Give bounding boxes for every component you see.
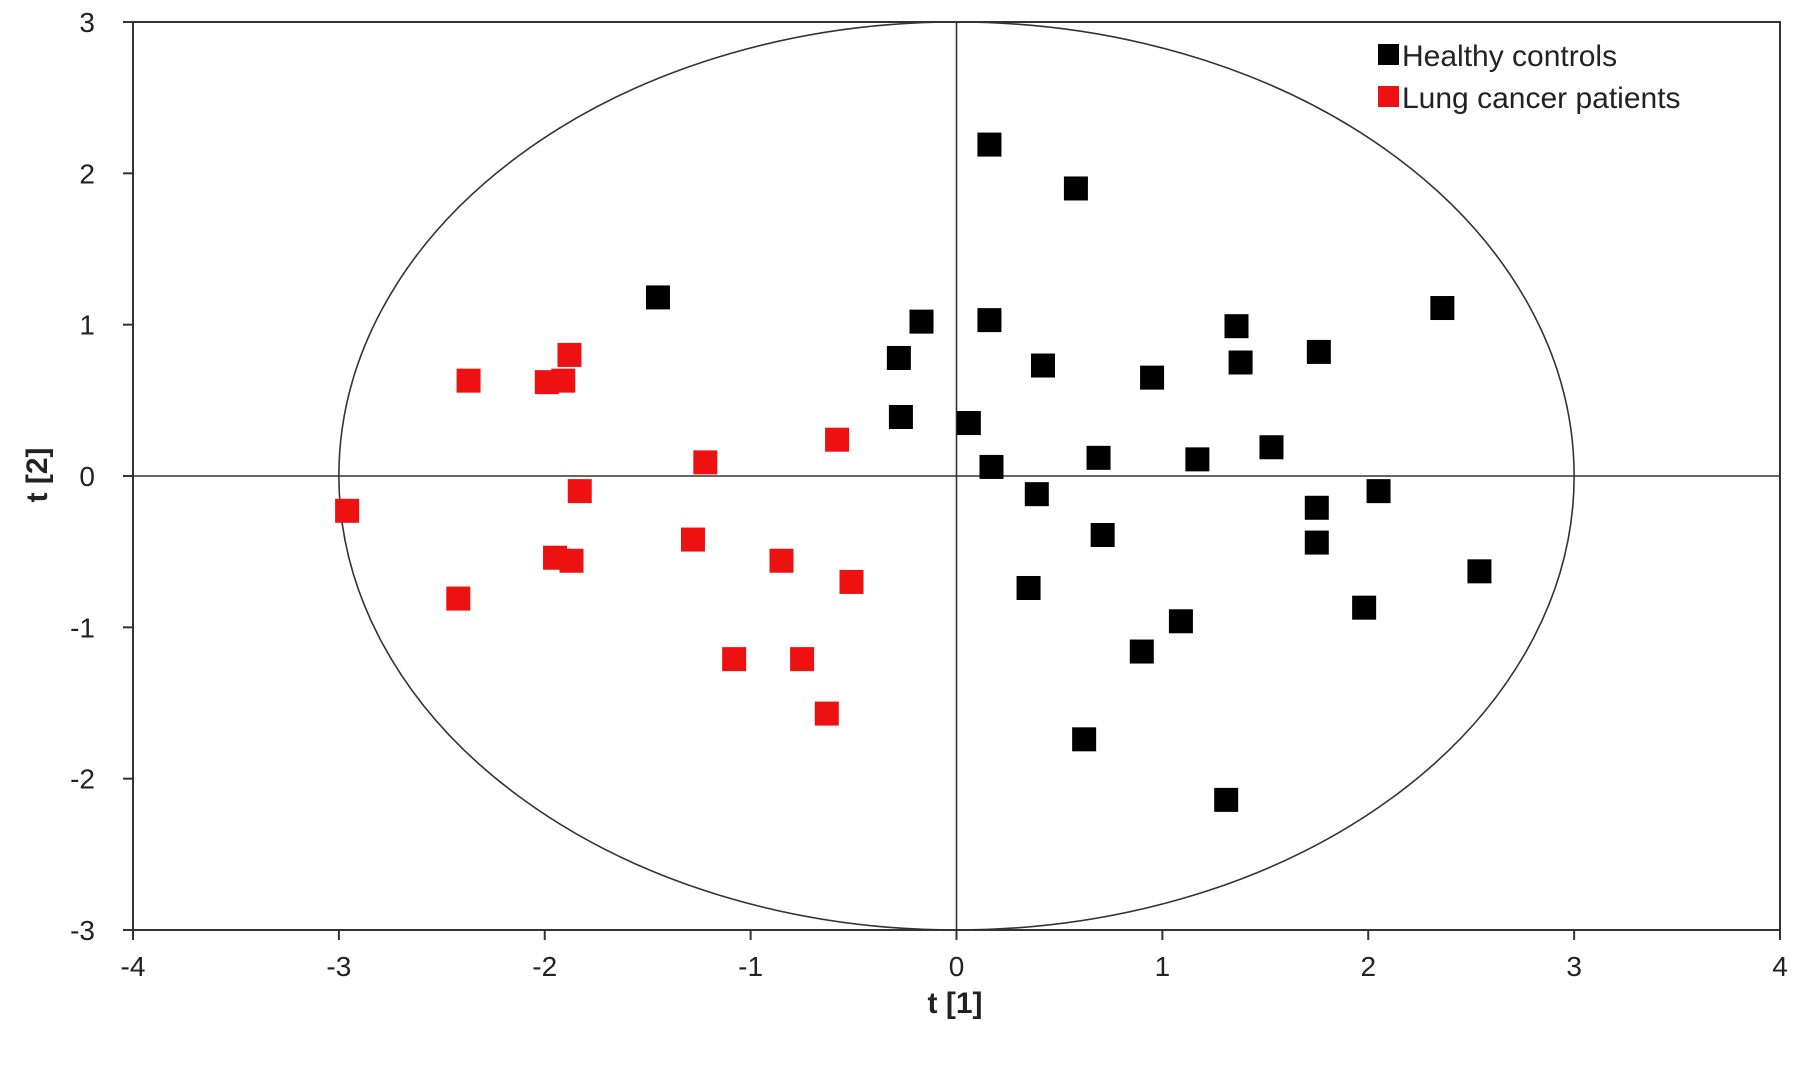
data-point: [1306, 339, 1331, 364]
x-tick-label: -1: [738, 951, 763, 982]
y-tick-label: -2: [70, 764, 95, 795]
data-point: [1259, 435, 1284, 460]
x-tick-label: 2: [1360, 951, 1376, 982]
data-point: [1185, 447, 1210, 472]
data-point: [1214, 787, 1239, 812]
legend-marker: [1378, 86, 1399, 107]
x-tick-label: -3: [326, 951, 351, 982]
data-point: [825, 427, 850, 452]
y-tick-label: 0: [79, 461, 95, 492]
data-point: [1063, 176, 1088, 201]
legend: Healthy controls Lung cancer patients: [1378, 40, 1681, 115]
legend-label: Lung cancer patients: [1402, 82, 1681, 115]
data-point: [680, 527, 705, 552]
x-tick-label: 1: [1155, 951, 1171, 982]
data-point: [814, 701, 839, 726]
y-tick-label: 1: [79, 310, 95, 341]
data-point: [1016, 575, 1041, 600]
ticks-layer: -4 -3 -2 -1 0 1 2 3 4 -3 -2 -1 0 1 2 3: [70, 7, 1788, 982]
data-point: [722, 647, 747, 672]
data-point: [645, 285, 670, 310]
data-point: [557, 342, 582, 367]
data-point: [1224, 314, 1249, 339]
data-point: [1304, 530, 1329, 555]
data-point: [559, 548, 584, 573]
data-point: [1168, 609, 1193, 634]
data-point: [551, 368, 576, 393]
data-point: [1304, 495, 1329, 520]
data-point: [886, 345, 911, 370]
data-point: [769, 548, 794, 573]
y-tick-label: 3: [79, 7, 95, 38]
data-point: [1129, 639, 1154, 664]
x-tick-label: 3: [1566, 951, 1582, 982]
data-point: [790, 647, 815, 672]
legend-label: Healthy controls: [1402, 40, 1617, 73]
x-axis-title: t [1]: [928, 987, 983, 1020]
plot-frame-layer: [132, 21, 1781, 931]
legend-marker: [1378, 44, 1399, 65]
x-tick-label: 4: [1772, 951, 1788, 982]
data-point: [1467, 559, 1492, 584]
data-point: [567, 479, 592, 504]
points-layer: [335, 132, 1492, 812]
series-healthy-controls: [645, 132, 1492, 812]
data-point: [839, 569, 864, 594]
data-point: [1366, 479, 1391, 504]
data-point: [1430, 296, 1455, 321]
data-point: [1072, 727, 1097, 752]
y-tick-label: -1: [70, 612, 95, 643]
y-tick-label: 2: [79, 158, 95, 189]
x-tick-label: -2: [532, 951, 557, 982]
data-point: [335, 498, 360, 523]
data-point: [446, 586, 471, 611]
data-point: [888, 404, 913, 429]
data-point: [977, 308, 1002, 333]
data-point: [1030, 353, 1055, 378]
data-point: [1140, 365, 1165, 390]
data-point: [1086, 445, 1111, 470]
series-lung-cancer-patients: [335, 342, 864, 726]
data-point: [693, 450, 718, 475]
data-point: [979, 454, 1004, 479]
data-point: [456, 368, 481, 393]
data-point: [1024, 482, 1049, 507]
y-tick-label: -3: [70, 915, 95, 946]
data-point: [1228, 350, 1253, 375]
data-point: [909, 309, 934, 334]
x-tick-label: 0: [949, 951, 965, 982]
data-point: [1090, 523, 1115, 548]
y-axis-title: t [2]: [21, 448, 54, 503]
data-point: [977, 132, 1002, 157]
data-point: [956, 411, 981, 436]
x-tick-label: -4: [121, 951, 146, 982]
data-point: [1352, 595, 1377, 620]
